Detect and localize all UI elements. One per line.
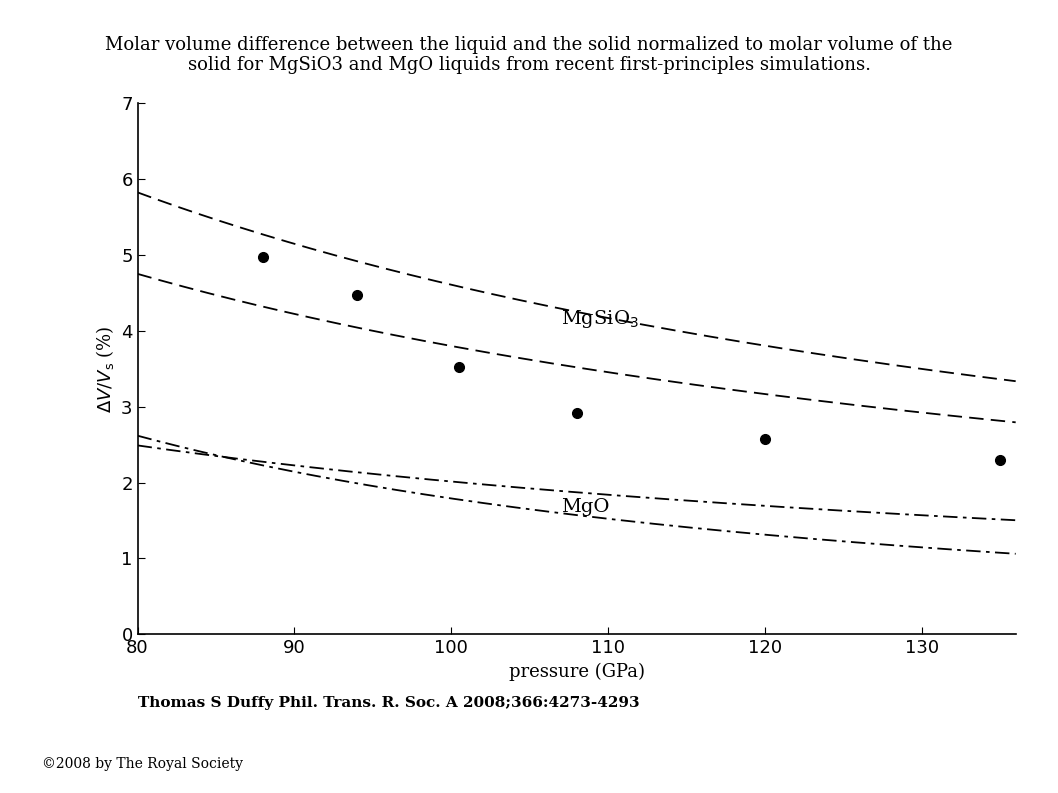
- Text: MgSiO$_3$: MgSiO$_3$: [561, 308, 639, 331]
- Text: MgO: MgO: [561, 498, 609, 516]
- Text: ©2008 by The Royal Society: ©2008 by The Royal Society: [42, 757, 243, 772]
- Text: Thomas S Duffy Phil. Trans. R. Soc. A 2008;366:4273-4293: Thomas S Duffy Phil. Trans. R. Soc. A 20…: [138, 696, 639, 711]
- Text: Molar volume difference between the liquid and the solid normalized to molar vol: Molar volume difference between the liqu…: [106, 36, 952, 75]
- X-axis label: pressure (GPa): pressure (GPa): [509, 663, 644, 681]
- Y-axis label: $\Delta V/V_\mathrm{s}$ (%): $\Delta V/V_\mathrm{s}$ (%): [93, 325, 115, 412]
